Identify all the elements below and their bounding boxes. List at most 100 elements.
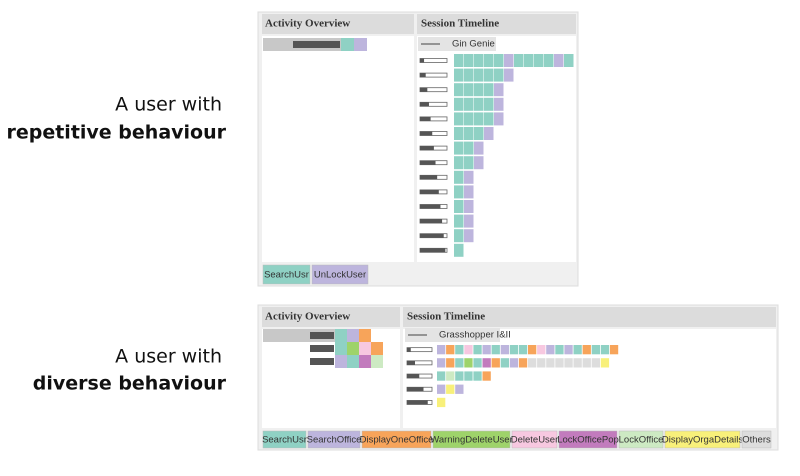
event-cell xyxy=(437,358,446,368)
legend-swatch xyxy=(664,430,741,449)
event-cell xyxy=(609,345,619,355)
legend-swatch xyxy=(558,430,618,449)
event-cell xyxy=(564,358,573,368)
legend-label: SearchUsr xyxy=(262,435,307,446)
event-cell xyxy=(454,243,464,257)
activity-cell xyxy=(359,329,371,342)
activity-title: Activity Overview xyxy=(265,311,350,323)
event-cell xyxy=(455,384,464,394)
event-cell xyxy=(500,345,509,355)
event-cell xyxy=(464,127,474,140)
event-cell xyxy=(484,54,494,67)
activity-cell xyxy=(347,342,359,355)
caption-emphasis: repetitive behaviour xyxy=(6,122,226,144)
event-cell xyxy=(573,358,582,368)
event-cell xyxy=(464,358,473,368)
event-cell xyxy=(494,112,504,126)
event-cell xyxy=(554,54,564,67)
legend-label: SearchOffice xyxy=(307,435,362,446)
event-cell xyxy=(455,371,464,381)
event-cell xyxy=(446,371,455,381)
legend-label: LockOfficePop xyxy=(557,435,619,446)
event-cell xyxy=(454,156,464,170)
event-cell xyxy=(600,345,610,355)
user-label-box xyxy=(418,37,496,51)
event-cell xyxy=(437,371,446,381)
session-icon-fill xyxy=(420,233,444,238)
event-cell xyxy=(455,358,464,368)
event-cell xyxy=(514,54,524,67)
legend-swatch xyxy=(307,430,361,449)
session-icon-fill xyxy=(420,102,429,107)
event-cell xyxy=(454,185,464,199)
event-cell xyxy=(464,141,474,155)
event-cell xyxy=(591,358,600,368)
event-cell xyxy=(600,358,610,368)
event-cell xyxy=(528,345,537,355)
event-cell xyxy=(473,345,482,355)
session-icon-fill xyxy=(407,360,415,365)
event-cell xyxy=(473,358,482,368)
activity-cell xyxy=(341,38,354,51)
event-cell xyxy=(437,384,446,394)
event-cell xyxy=(464,229,474,243)
session-icon-fill xyxy=(420,175,438,180)
legend-swatch xyxy=(618,430,664,449)
activity-cell xyxy=(359,355,371,368)
event-cell xyxy=(446,384,455,394)
event-cell xyxy=(582,345,591,355)
event-cell xyxy=(482,345,491,355)
event-cell xyxy=(464,345,473,355)
event-cell xyxy=(474,68,484,82)
activity-cell xyxy=(335,342,347,355)
event-cell xyxy=(555,358,564,368)
event-cell xyxy=(474,97,484,111)
event-cell xyxy=(494,83,504,97)
legend-swatch xyxy=(361,430,432,449)
legend-label: LockOffice xyxy=(619,435,664,446)
legend-swatch xyxy=(262,264,311,285)
event-cell xyxy=(482,371,491,381)
legend-label: SearchUsr xyxy=(264,270,309,281)
event-cell xyxy=(494,54,504,67)
event-cell xyxy=(454,54,464,67)
event-cell xyxy=(464,54,474,67)
legend-swatch xyxy=(262,430,307,449)
event-cell xyxy=(504,68,514,82)
event-cell xyxy=(464,200,474,213)
event-cell xyxy=(534,54,544,67)
event-cell xyxy=(464,97,474,111)
legend-swatch xyxy=(511,430,558,449)
event-cell xyxy=(537,358,546,368)
event-cell xyxy=(564,345,573,355)
legend-swatch xyxy=(432,430,511,449)
session-icon-fill xyxy=(420,87,428,92)
event-cell xyxy=(454,112,464,126)
event-cell xyxy=(482,358,491,368)
activity-cell xyxy=(371,342,383,355)
activity-bar xyxy=(310,358,334,365)
activity-cell xyxy=(354,38,367,51)
legend-label: DisplayOneOffice xyxy=(360,435,434,446)
caption-line: A user with xyxy=(115,346,222,368)
event-cell xyxy=(454,141,464,155)
legend-label: DeleteUser xyxy=(511,435,559,446)
event-cell xyxy=(454,97,464,111)
event-cell xyxy=(454,83,464,97)
event-cell xyxy=(474,112,484,126)
event-cell xyxy=(437,397,446,408)
event-cell xyxy=(454,229,464,243)
session-icon-fill xyxy=(420,116,431,121)
event-cell xyxy=(446,358,455,368)
legend-label: WarningDeleteUser xyxy=(430,435,513,446)
event-cell xyxy=(518,358,528,368)
event-cell xyxy=(464,68,474,82)
event-cell xyxy=(484,97,494,111)
session-icon-fill xyxy=(407,400,428,405)
event-cell xyxy=(454,68,464,82)
event-cell xyxy=(464,214,474,228)
session-icon-fill xyxy=(420,160,436,165)
event-cell xyxy=(494,97,504,111)
event-cell xyxy=(454,200,464,213)
